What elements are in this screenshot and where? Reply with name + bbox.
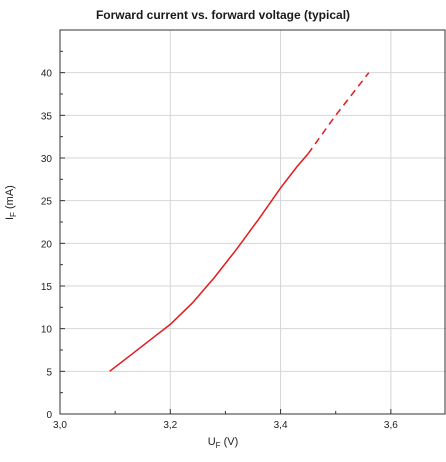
y-tick-label: 10	[41, 325, 53, 336]
x-tick-label: 3,6	[384, 420, 398, 431]
x-axis-label-main: U	[207, 436, 216, 448]
y-tick-label: 15	[41, 282, 53, 293]
axis-ticks: 3,0 3,2 3,4 3,6 0 5 10 15 20 25 30 35 40	[41, 50, 398, 431]
x-axis-label-sub: F	[215, 441, 221, 451]
y-tick-label: 40	[41, 69, 53, 80]
y-axis-label: IF (mA)	[4, 185, 18, 220]
x-tick-label: 3,4	[274, 420, 288, 431]
series-line-extrapolated	[307, 72, 370, 155]
x-tick-label: 3,2	[163, 420, 177, 431]
y-tick-label: 5	[46, 367, 52, 378]
y-axis-label-main: I	[4, 216, 16, 220]
chart-title: Forward current vs. forward voltage (typ…	[95, 8, 351, 22]
x-tick-label: 3,0	[53, 420, 67, 431]
y-tick-label: 30	[41, 154, 53, 165]
y-tick-label: 25	[41, 197, 53, 208]
x-axis-label-unit: (V)	[223, 436, 239, 448]
y-axis-label-sub: F	[9, 212, 19, 217]
series-line-measured	[109, 153, 309, 372]
y-tick-label: 0	[46, 410, 52, 421]
x-axis-label: UF (V)	[0, 436, 446, 450]
grid-lines	[59, 30, 446, 415]
y-tick-label: 20	[41, 239, 53, 250]
y-axis-label-unit: (mA)	[4, 185, 16, 209]
series-group	[109, 72, 370, 372]
y-tick-label: 35	[41, 111, 53, 122]
plot-frame	[59, 29, 446, 415]
